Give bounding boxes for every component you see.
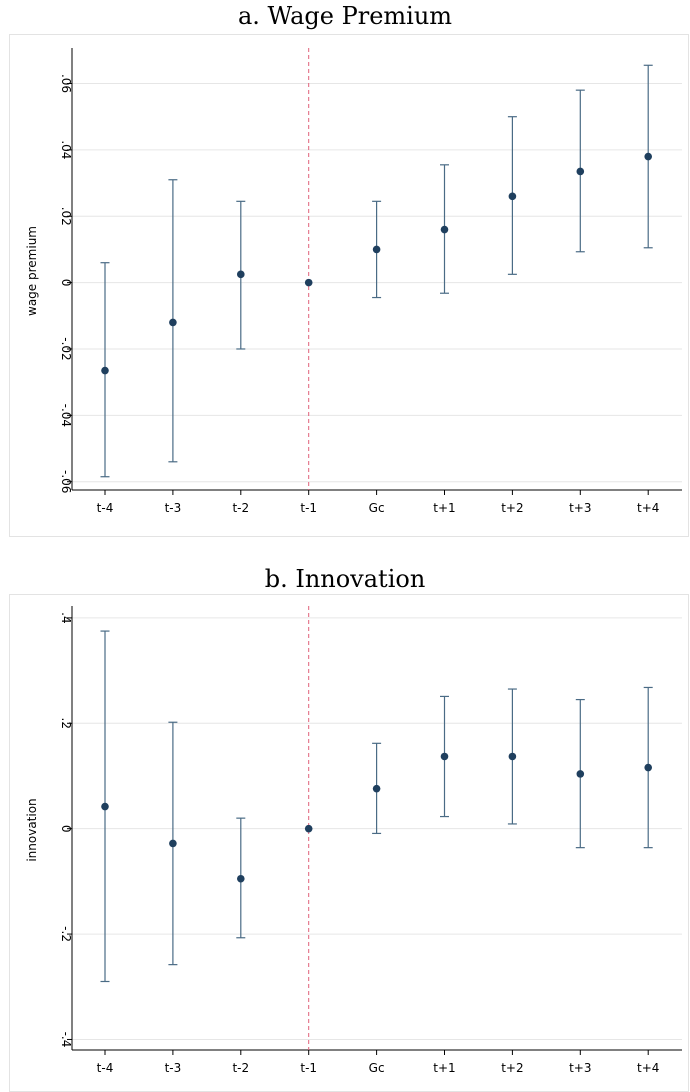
chart-b-x-tick-label: t-3 (165, 1061, 182, 1075)
chart-b-point (304, 824, 313, 833)
chart-b-x-tick-label: t-1 (300, 1061, 317, 1075)
chart-a-x-tick-label: t-2 (232, 501, 249, 515)
chart-b-point (576, 770, 585, 778)
chart-a-x-tick-label: t+1 (433, 501, 455, 515)
chart-a-x-tick-label: t-1 (300, 501, 317, 515)
chart-a-x-tick-label: Gc (369, 501, 385, 515)
chart-b-y-tick-label: .4 (59, 612, 73, 623)
chart-a-x-tick-label: t+3 (569, 501, 591, 515)
chart-a-point (372, 245, 381, 254)
chart-b-point (372, 784, 381, 793)
chart-a-frame (9, 34, 689, 537)
chart-a-point (101, 366, 109, 375)
chart-b-y-tick-label: 0 (59, 825, 73, 833)
chart-a-point (440, 225, 449, 234)
chart-a-y-tick-label: 0 (59, 279, 73, 287)
chart-b-point (101, 802, 109, 811)
chart-b-x-tick-label: t+1 (433, 1061, 455, 1075)
chart-a-y-tick-label: .06 (59, 74, 73, 93)
chart-b-y-axis-title: innovation (25, 798, 39, 861)
chart-b-point (237, 874, 245, 883)
chart-a-x-tick-label: t-3 (165, 501, 182, 515)
chart-a-y-tick-label: -.06 (59, 470, 73, 493)
chart-a-point (169, 318, 177, 327)
chart-a-point (644, 152, 652, 161)
chart-a-y-axis-title: wage premium (25, 226, 39, 316)
chart-b-point (440, 752, 449, 761)
chart-a-y-tick-label: -.02 (59, 337, 73, 360)
chart-b-x-tick-label: t-4 (97, 1061, 114, 1075)
chart-b-frame (9, 594, 689, 1092)
chart-a: -.06 -.04 -.02 0 .02 .04 .06 wage premium t-4 t-3… (9, 34, 689, 537)
chart-a-point (508, 192, 517, 201)
chart-a-point (237, 270, 245, 279)
chart-b-y-tick-label: -.2 (59, 926, 73, 942)
chart-a-y-tick-label: .02 (59, 207, 73, 226)
chart-a-y-tick-label: .04 (59, 140, 73, 159)
chart-b-point (169, 839, 177, 848)
chart-a-x-tick-label: t+4 (637, 501, 659, 515)
chart-a-x-tick-label: t+2 (501, 501, 523, 515)
chart-b-y-tick-label: .2 (59, 718, 73, 729)
chart-a-y-tick-label: -.04 (59, 404, 73, 427)
chart-b-x-tick-label: Gc (369, 1061, 385, 1075)
chart-b-title: b. Innovation (264, 565, 426, 593)
chart-a-point (576, 167, 585, 176)
chart-b-x-tick-label: t+2 (501, 1061, 523, 1075)
chart-b: -.4 -.2 0 .2 .4 innovation t-4 t-3 t-2 t-1 Gc t+1 t+… (9, 594, 689, 1092)
chart-a-x-tick-label: t-4 (97, 501, 114, 515)
chart-b-x-tick-label: t+3 (569, 1061, 591, 1075)
chart-b-y-tick-label: -.4 (59, 1032, 73, 1048)
chart-a-point (304, 278, 313, 287)
chart-b-point (644, 763, 652, 772)
chart-b-point (508, 752, 517, 761)
chart-b-x-tick-label: t+4 (637, 1061, 659, 1075)
chart-b-x-tick-label: t-2 (232, 1061, 249, 1075)
chart-a-title: a. Wage Premium (237, 2, 453, 30)
